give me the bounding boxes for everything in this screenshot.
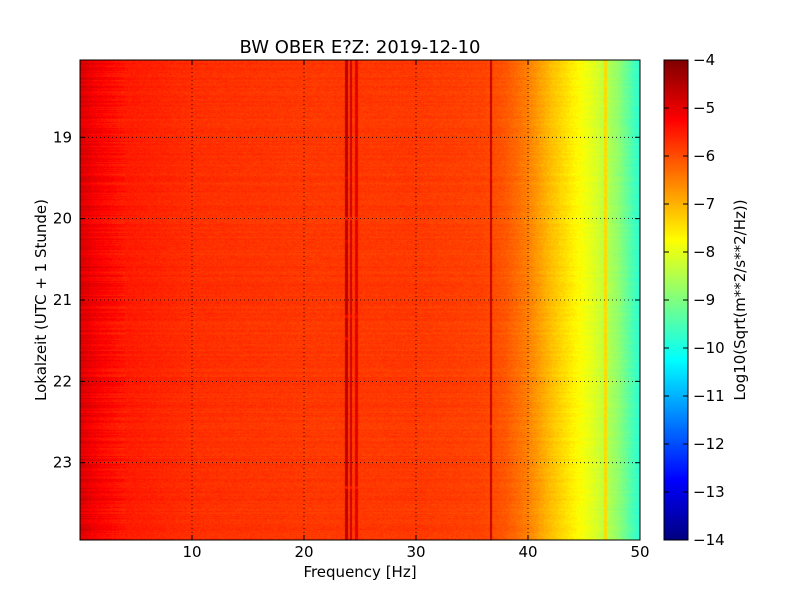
colorbar-tick-label-6: −10 <box>693 339 725 357</box>
x-tick-label-0: 10 <box>182 543 201 561</box>
x-tick-label-2: 30 <box>406 543 425 561</box>
colorbar-ticks: −4 −5 −6 −7 −8 −9 −10 −11 −12 −13 −14 <box>664 51 725 549</box>
x-axis-label: Frequency [Hz] <box>303 563 416 581</box>
colorbar-tick-label-0: −4 <box>693 51 715 69</box>
colorbar-tick-label-5: −9 <box>693 291 715 309</box>
y-tick-label-1: 20 <box>53 210 72 228</box>
colorbar-tick-label-9: −13 <box>693 483 725 501</box>
x-axis-ticks: 10 20 30 40 50 <box>182 60 650 561</box>
colorbar-tick-label-3: −7 <box>693 195 715 213</box>
colorbar-tick-label-2: −6 <box>693 147 715 165</box>
colorbar-tick-label-8: −12 <box>693 435 725 453</box>
colorbar-label: Log10(Sqrt(m**2/s**2/Hz)) <box>731 199 749 400</box>
y-axis-ticks: 19 20 21 22 23 <box>53 128 640 472</box>
x-tick-label-4: 50 <box>630 543 649 561</box>
colorbar-tick-label-4: −8 <box>693 243 715 261</box>
y-axis-label: Lokalzeit (UTC + 1 Stunde) <box>32 199 50 401</box>
x-tick-label-1: 20 <box>294 543 313 561</box>
grid-lines <box>80 60 640 540</box>
y-tick-label-2: 21 <box>53 291 72 309</box>
x-tick-label-3: 40 <box>518 543 537 561</box>
chart-title: BW OBER E?Z: 2019-12-10 <box>240 37 481 58</box>
colorbar-tick-label-10: −14 <box>693 531 725 549</box>
y-tick-label-4: 23 <box>53 454 72 472</box>
y-tick-label-0: 19 <box>53 128 72 146</box>
colorbar-tick-label-1: −5 <box>693 99 715 117</box>
colorbar-tick-label-7: −11 <box>693 387 725 405</box>
y-tick-label-3: 22 <box>53 372 72 390</box>
